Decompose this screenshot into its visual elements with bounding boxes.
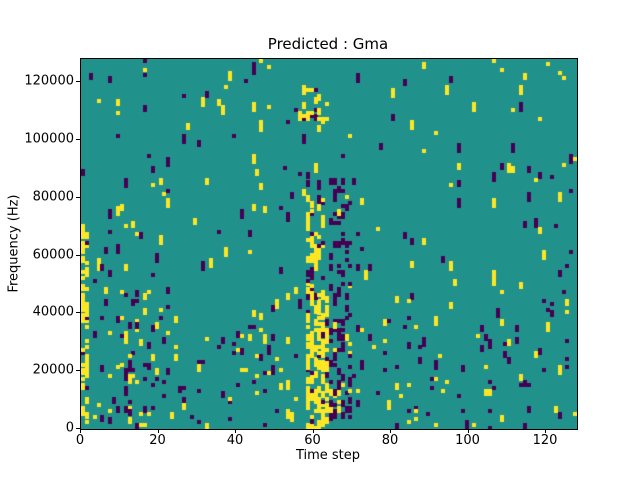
y-tick	[76, 138, 80, 140]
y-tick-label: 40000	[32, 304, 74, 320]
y-tick	[76, 428, 80, 429]
x-tick	[390, 429, 391, 433]
x-tick-label: 60	[304, 433, 321, 448]
y-tick	[76, 196, 80, 198]
x-tick	[80, 429, 81, 433]
y-tick-label: 120000	[24, 73, 74, 89]
x-tick	[467, 429, 469, 433]
y-tick-label: 80000	[32, 189, 74, 205]
x-axis-label: Time step	[295, 448, 361, 463]
x-tick	[235, 429, 236, 433]
x-tick	[312, 429, 314, 433]
y-tick-label: 60000	[32, 247, 74, 263]
y-tick-label: 0	[65, 420, 74, 436]
chart-title: Predicted : Gma	[267, 35, 389, 53]
x-tick-label: 100	[455, 433, 480, 448]
x-tick-label: 0	[75, 433, 85, 448]
y-tick-label: 20000	[32, 362, 74, 378]
x-tick-label: 20	[149, 433, 166, 448]
x-tick	[545, 429, 546, 433]
y-axis-label: Frequency (Hz)	[6, 194, 22, 293]
y-tick	[76, 370, 80, 372]
y-tick	[76, 81, 80, 83]
x-tick	[157, 429, 159, 433]
x-tick-label: 40	[226, 433, 244, 448]
heatmap-canvas	[81, 59, 577, 429]
x-tick-label: 120	[532, 433, 558, 448]
y-tick	[76, 312, 80, 314]
x-tick-label: 80	[381, 433, 399, 448]
plot-area	[80, 58, 578, 430]
y-tick-label: 100000	[24, 131, 74, 147]
y-tick	[76, 254, 80, 256]
